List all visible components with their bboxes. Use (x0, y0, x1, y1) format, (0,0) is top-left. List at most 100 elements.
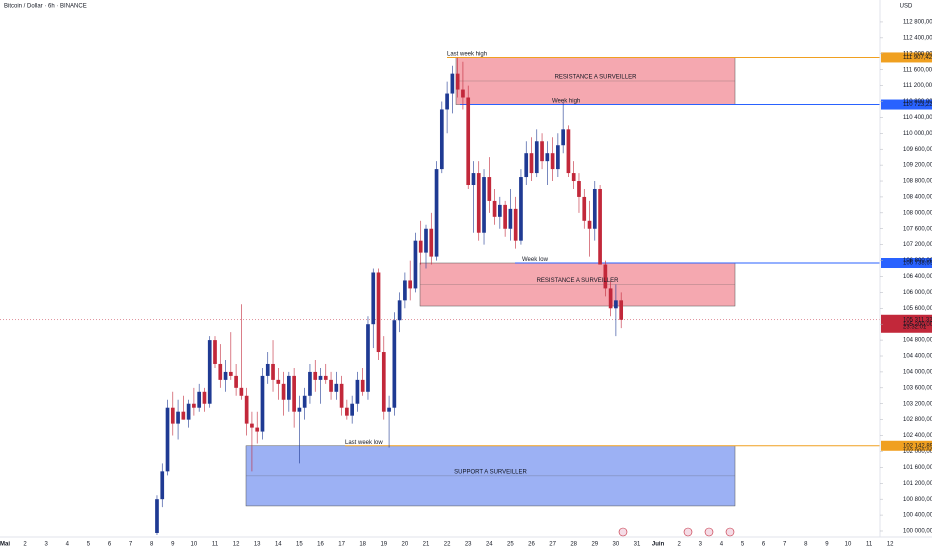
x-tick-label: 15 (296, 542, 303, 548)
candle-body (529, 153, 534, 174)
x-tick-label: 28 (570, 542, 577, 548)
x-tick-label: 30 (613, 542, 620, 548)
event-icons (618, 527, 735, 537)
x-tick-label: Juin (652, 542, 665, 548)
last-price-label: 105 311,32 (903, 317, 932, 323)
y-tick-label: 108 400,00 (903, 195, 932, 201)
candle-body (540, 141, 544, 162)
level-name: Week high (552, 99, 580, 105)
candle-body (281, 383, 286, 400)
x-tick-label: 27 (549, 542, 556, 548)
event-icon[interactable] (683, 527, 693, 537)
candle-body (181, 411, 186, 420)
candle-body (598, 188, 602, 265)
zones (245, 57, 736, 507)
candle-body (176, 411, 180, 424)
x-tick-label: 8 (804, 542, 808, 548)
candle-body (334, 383, 339, 392)
event-icon[interactable] (618, 527, 628, 537)
y-tick-label: 100 400,00 (903, 513, 932, 519)
candle-body (498, 204, 502, 217)
candle-body (155, 499, 159, 533)
event-icon[interactable] (725, 527, 735, 537)
y-tick-label: 111 600,00 (903, 67, 932, 73)
x-tick-label: 5 (741, 542, 745, 548)
level-price-label: 110 723,22 (903, 102, 932, 108)
candle-body (292, 375, 296, 412)
candle-body (476, 173, 481, 233)
candle-body (545, 153, 550, 162)
candle-body (482, 177, 486, 233)
axes: Mai 2 3 4 5 6 7 8 9 10 11 12 13 14 15 16 17 18 19 20 21 22 23 2… (0, 20, 932, 548)
candle-body (197, 391, 202, 408)
chart-title: Bitcoin / Dollar · 6h · BINANCE (4, 4, 87, 10)
candle-body (329, 379, 333, 392)
x-tick-label: 20 (402, 542, 409, 548)
candle-body (387, 407, 391, 412)
y-tick-label: 112 400,00 (903, 35, 932, 41)
candle-body (318, 375, 323, 380)
candle-body (556, 145, 560, 170)
candle-body (381, 352, 386, 412)
candle-body (170, 407, 175, 424)
y-tick-label: 102 000,00 (903, 449, 932, 455)
x-tick-label: 2 (678, 542, 682, 548)
candle-body (424, 228, 428, 253)
candle-body (429, 228, 434, 257)
candle-body (276, 379, 281, 384)
candle-body (450, 73, 455, 94)
y-tick-label: 100 800,00 (903, 497, 932, 503)
candle-body (323, 375, 328, 380)
candle-body (471, 173, 476, 186)
x-tick-label: 29 (591, 542, 598, 548)
y-tick-label: 110 800,00 (903, 99, 932, 105)
candle-body (466, 97, 471, 186)
x-tick-label: 18 (359, 542, 366, 548)
y-tick-label: 102 800,00 (903, 417, 932, 423)
level-name: Last week high (447, 52, 487, 58)
candle-body (503, 204, 507, 229)
candle-body (519, 177, 523, 241)
candle-body (287, 375, 291, 400)
level-price-label: 106 738,69 (903, 261, 932, 267)
x-tick-label: 7 (783, 542, 787, 548)
candle-body (218, 363, 223, 380)
candle-body (302, 395, 307, 408)
x-tick-label: 9 (825, 542, 829, 548)
x-tick-label: 12 (233, 542, 240, 548)
candle-body (397, 300, 402, 321)
x-tick-label: 5 (87, 542, 91, 548)
candle-body (455, 73, 460, 90)
candle-body (492, 200, 497, 217)
y-tick-label: 100 000,00 (903, 529, 932, 535)
candle-body (587, 220, 592, 229)
candle-body (271, 363, 275, 380)
x-tick-label: 24 (486, 542, 493, 548)
candle-body (434, 169, 439, 257)
level-name: Last week low (345, 440, 383, 446)
y-tick-label: 104 000,00 (903, 369, 932, 375)
candle-body (376, 272, 381, 353)
candle-body (313, 371, 318, 380)
candle-body (160, 471, 165, 500)
x-tick-label: 31 (634, 542, 641, 548)
last-price-box (881, 314, 932, 333)
y-tick-label: 102 400,00 (903, 433, 932, 439)
candle-body (487, 177, 492, 201)
labels: RESISTANCE A SURVEILLER RESISTANCE A SURV… (345, 52, 932, 475)
candle-body (308, 371, 312, 396)
x-tick-label: 4 (66, 542, 70, 548)
x-tick-label: 11 (866, 542, 873, 548)
x-tick-label: 22 (444, 542, 451, 548)
candle-body (192, 403, 196, 408)
x-tick-label: 25 (507, 542, 514, 548)
x-tick-label: 3 (699, 542, 703, 548)
candle-body (202, 391, 207, 404)
candle-body (445, 93, 449, 110)
y-tick-label: 107 600,00 (903, 226, 932, 232)
event-icon[interactable] (704, 527, 714, 537)
y-tick-label: 106 400,00 (903, 274, 932, 280)
candles (155, 57, 624, 535)
x-tick-label: 26 (528, 542, 535, 548)
